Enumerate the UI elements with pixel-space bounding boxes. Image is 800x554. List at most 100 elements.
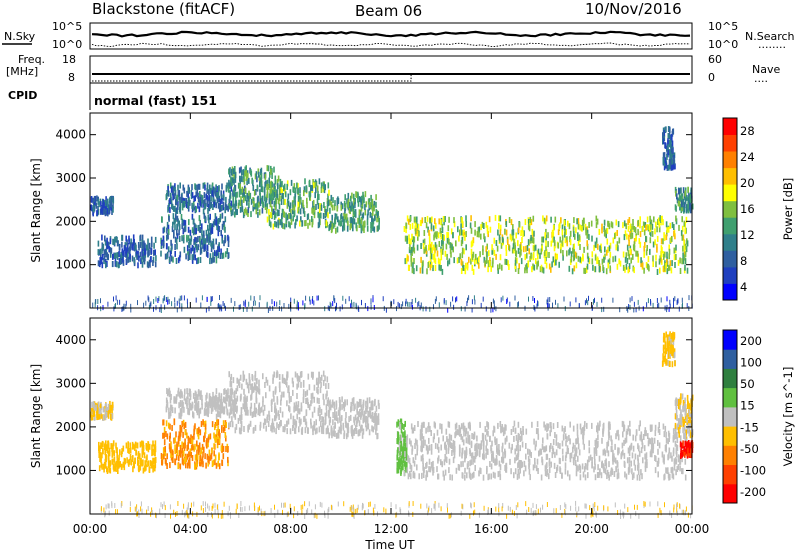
power-colorbar-segment	[723, 167, 737, 185]
power-echo-band	[674, 186, 694, 214]
power-echo-band	[228, 165, 280, 219]
velocity-colorbar-tick: 200	[740, 334, 762, 348]
power-y-tick-label: 1000	[55, 258, 86, 272]
velocity-echo-band	[661, 331, 676, 368]
power-echo-band	[662, 126, 676, 171]
velocity-y-tick-label: 1000	[55, 463, 86, 477]
velocity-colorbar-segment	[723, 330, 737, 350]
power-y-tick-label: 3000	[55, 171, 86, 185]
time-axis: 00:00 04:00 08:00 12:00 16:00 20:00 00:00	[73, 113, 710, 536]
power-colorbar-segment	[723, 250, 737, 268]
power-colorbar-segment	[723, 283, 737, 301]
velocity-y-axis-label: Slant Range [km]	[29, 364, 43, 468]
nave-tick-top: 60	[708, 53, 722, 66]
power-colorbar-tick: 16	[740, 202, 755, 216]
power-colorbar-segment	[723, 217, 737, 235]
velocity-echo-band	[328, 396, 380, 440]
time-tick-label: 12:00	[374, 522, 409, 536]
power-colorbar-segment	[723, 200, 737, 218]
noise-panel-frame	[89, 22, 693, 50]
time-tick-label: 20:00	[574, 522, 609, 536]
power-colorbar-segment	[723, 184, 737, 202]
noise-tick-top-right: 10^5	[708, 20, 738, 33]
freq-tick-bottom: 8	[68, 71, 75, 84]
time-axis-label: Time UT	[364, 538, 415, 552]
freq-unit: [MHz]	[6, 65, 38, 78]
time-tick-label: 04:00	[173, 522, 208, 536]
nave-trace	[92, 73, 690, 82]
power-colorbar-tick: 8	[740, 254, 747, 268]
power-y-tick-label: 4000	[55, 128, 86, 142]
velocity-echo-band	[160, 418, 230, 470]
time-tick-label: 00:00	[73, 522, 108, 536]
velocity-colorbar-segment	[723, 406, 737, 427]
velocity-echo-band	[679, 440, 694, 459]
nsearch-dots: ........	[758, 38, 786, 51]
velocity-colorbar-segment	[723, 349, 737, 369]
beam-label: Beam 06	[355, 2, 422, 20]
power-echo-band	[403, 214, 689, 275]
time-tick-label: 16:00	[474, 522, 509, 536]
power-y-tick-label: 2000	[55, 214, 86, 228]
velocity-echo-band	[165, 387, 237, 420]
velocity-echo-band	[396, 418, 408, 477]
velocity-colorbar-tick: 15	[740, 399, 755, 413]
nsearch-label: N.Search	[745, 30, 795, 43]
velocity-colorbar-segment	[723, 483, 737, 504]
velocity-echo-band	[228, 370, 330, 436]
power-colorbar-tick: 4	[740, 280, 747, 294]
power-echo-band	[160, 212, 230, 265]
power-colorbar-segment	[723, 266, 737, 284]
time-tick-label: 08:00	[273, 522, 308, 536]
power-colorbar-tick: 12	[740, 228, 755, 242]
nave-tick-bottom: 0	[708, 71, 715, 84]
velocity-colorbar-segment	[723, 464, 737, 485]
cpid-text: normal (fast) 151	[94, 93, 217, 108]
power-echo-band	[265, 178, 330, 230]
noise-tick-bottom-right: 10^0	[708, 38, 738, 51]
velocity-colorbar-segment	[723, 445, 737, 465]
velocity-colorbar-frame	[722, 329, 738, 504]
velocity-echo-band	[90, 400, 114, 421]
freq-tick-top: 18	[62, 53, 76, 66]
power-colorbar-label: Power [dB]	[781, 178, 795, 241]
velocity-panel: 1000 2000 3000 4000 Slant Range [km] 200 100 50…	[29, 317, 795, 519]
velocity-colorbar-segment	[723, 368, 737, 389]
power-colorbar-tick: 24	[740, 150, 755, 164]
power-colorbar-tick: 28	[740, 124, 755, 138]
freq-panel-frame	[89, 55, 693, 84]
power-echo-band	[92, 295, 693, 313]
velocity-echo-band	[98, 440, 157, 474]
velocity-colorbar-label: Velocity [m s^-1]	[781, 367, 795, 467]
power-colorbar-segment	[723, 151, 737, 169]
velocity-y-tick-label: 3000	[55, 376, 86, 390]
power-panel: 1000 2000 3000 4000 Slant Range [km] 28 24 20 16…	[29, 112, 795, 313]
power-echo-band	[90, 195, 115, 217]
power-echo-band	[328, 191, 380, 234]
power-colorbar-segment	[723, 118, 737, 135]
velocity-y-tick-label: 4000	[55, 333, 86, 347]
velocity-colorbar-tick: 50	[740, 377, 755, 391]
nave-dots: ....	[754, 72, 768, 85]
velocity-colorbar-tick: -15	[740, 420, 759, 434]
velocity-echo-band	[674, 393, 694, 440]
velocity-colorbar-tick: -50	[740, 442, 759, 456]
velocity-colorbar-segment	[723, 426, 737, 446]
noise-tick-bottom-left: 10^0	[52, 38, 82, 51]
velocity-colorbar-tick: -100	[740, 464, 766, 478]
nave-label: Nave	[752, 63, 780, 76]
time-tick-label: 00:00	[675, 522, 710, 536]
power-colorbar-tick: 20	[740, 176, 755, 190]
nsky-label: N.Sky	[4, 30, 36, 43]
velocity-colorbar-tick: -200	[740, 485, 766, 499]
noise-tick-top-left: 10^5	[52, 20, 82, 33]
date-label: 10/Nov/2016	[585, 0, 682, 18]
power-colorbar-frame	[722, 117, 738, 301]
velocity-colorbar-tick: 100	[740, 355, 762, 369]
radar-title: Blackstone (fitACF)	[92, 0, 235, 18]
velocity-echo-band	[406, 420, 689, 481]
velocity-colorbar-segment	[723, 387, 737, 408]
power-echo-band	[165, 182, 238, 215]
power-echo-band	[97, 234, 157, 269]
